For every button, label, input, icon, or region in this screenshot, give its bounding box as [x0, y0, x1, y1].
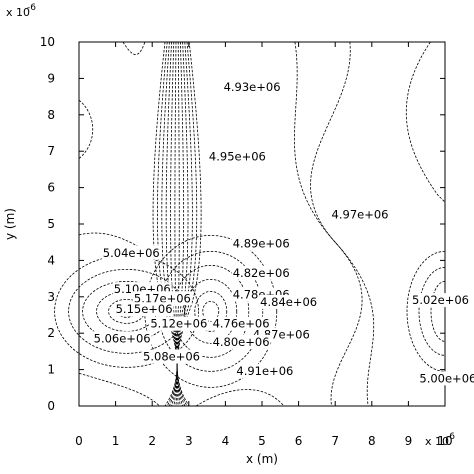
- contour-label: 5.15e+06: [116, 302, 173, 316]
- y-tick-label: 4: [47, 253, 55, 267]
- contour-label-bg: [149, 316, 209, 331]
- x-tick-label: 4: [222, 434, 230, 448]
- contour-label-bg: [259, 294, 319, 309]
- y-exponent-label: x 10 -6: [6, 3, 36, 19]
- contour-label: 4.76e+06: [213, 317, 270, 331]
- contour-line: [406, 250, 446, 372]
- contour-label: 5.12e+06: [150, 317, 207, 331]
- contour-line: [294, 41, 363, 407]
- contour-label-bg: [231, 265, 291, 280]
- x-axis-title: x (m): [246, 452, 278, 466]
- y-tick-label: 2: [47, 326, 55, 340]
- contour-label: 5.08e+06: [143, 350, 200, 364]
- contour-label-bg: [132, 291, 192, 306]
- y-axis-title: y (m): [3, 208, 17, 240]
- x-exponent-base: x 10: [425, 435, 449, 448]
- contour-line: [195, 389, 285, 407]
- x-axis: 0 1 2 3 4 5 6 7 8 9 10: [75, 42, 453, 448]
- x-tick-label: 0: [75, 434, 83, 448]
- x-tick-label: 10: [437, 434, 452, 448]
- contour-label-bg: [330, 207, 390, 222]
- contour-line: [202, 300, 220, 322]
- contour-label-bg: [114, 302, 174, 317]
- contour-label: 4.95e+06: [209, 149, 266, 163]
- contour-line: [78, 372, 160, 407]
- contour-label-bg: [411, 293, 471, 308]
- x-tick-label: 8: [368, 434, 376, 448]
- contour-label: 4.89e+06: [233, 237, 290, 251]
- contour-line: [194, 290, 228, 332]
- contour-line: [122, 41, 146, 55]
- contour-label-bg: [211, 334, 271, 349]
- plot-frame: [78, 41, 446, 407]
- contour-label: 4.91e+06: [236, 364, 293, 378]
- contour-line: [430, 280, 446, 342]
- x-tick-label: 2: [148, 434, 156, 448]
- contour-line: [158, 250, 264, 372]
- contour-label-bg: [222, 80, 282, 95]
- x-tick-label: 9: [405, 434, 413, 448]
- x-exponent-power: -6: [446, 432, 455, 442]
- contour-line: [310, 41, 375, 407]
- contour-label-bg: [101, 245, 161, 260]
- y-exponent-base: x 10: [6, 6, 30, 19]
- contour-line: [78, 99, 93, 159]
- y-exponent-power: -6: [27, 3, 36, 13]
- x-tick-label: 7: [331, 434, 339, 448]
- contour-line: [170, 41, 178, 407]
- contour-line: [184, 278, 238, 344]
- y-tick-label: 9: [47, 71, 55, 85]
- contour-label: 5.06e+06: [94, 331, 151, 345]
- y-tick-label: 7: [47, 144, 55, 158]
- y-tick-label: 10: [40, 35, 55, 49]
- contour-label-bg: [92, 331, 152, 346]
- contour-lines: [54, 41, 446, 407]
- x-exponent-label: x 10 -6: [425, 432, 455, 448]
- contour-label-bg: [142, 349, 202, 364]
- x-tick-label: 3: [185, 434, 193, 448]
- contour-line: [176, 41, 202, 407]
- x-tick-label: 1: [112, 434, 120, 448]
- y-tick-label: 5: [47, 217, 55, 231]
- contour-label-bg: [207, 149, 267, 164]
- contour-label-bg: [231, 236, 291, 251]
- contour-label: 5.17e+06: [134, 291, 191, 305]
- y-tick-label: 6: [47, 181, 55, 195]
- y-tick-label: 8: [47, 108, 55, 122]
- y-tick-label: 1: [47, 363, 55, 377]
- contour-line: [144, 234, 278, 388]
- contour-label: 4.93e+06: [224, 80, 281, 94]
- contour-line: [418, 266, 446, 356]
- x-tick-label: 5: [258, 434, 266, 448]
- y-tick-label: 3: [47, 290, 55, 304]
- contour-label: 4.82e+06: [233, 266, 290, 280]
- x-tick-label: 6: [295, 434, 303, 448]
- contour-label: 5.04e+06: [103, 246, 160, 260]
- contour-label: 5.02e+06: [412, 293, 469, 307]
- contour-label: 5.00e+06: [419, 371, 474, 385]
- contour-label-bg: [211, 316, 271, 331]
- contour-labels: 4.93e+06 4.95e+06 4.97e+06 4.89e+06 5.04e+06…: [92, 80, 474, 386]
- contour-label-bg: [235, 364, 295, 379]
- contour-label: 4.84e+06: [260, 295, 317, 309]
- contour-line: [405, 41, 446, 203]
- y-axis: 0 1 2 3 4 5 6 7 8 9 10: [40, 35, 445, 413]
- contour-label: 4.80e+06: [213, 335, 270, 349]
- y-tick-label: 0: [47, 399, 55, 413]
- contour-label-bg: [418, 371, 474, 386]
- contour-label: 4.97e+06: [332, 208, 389, 222]
